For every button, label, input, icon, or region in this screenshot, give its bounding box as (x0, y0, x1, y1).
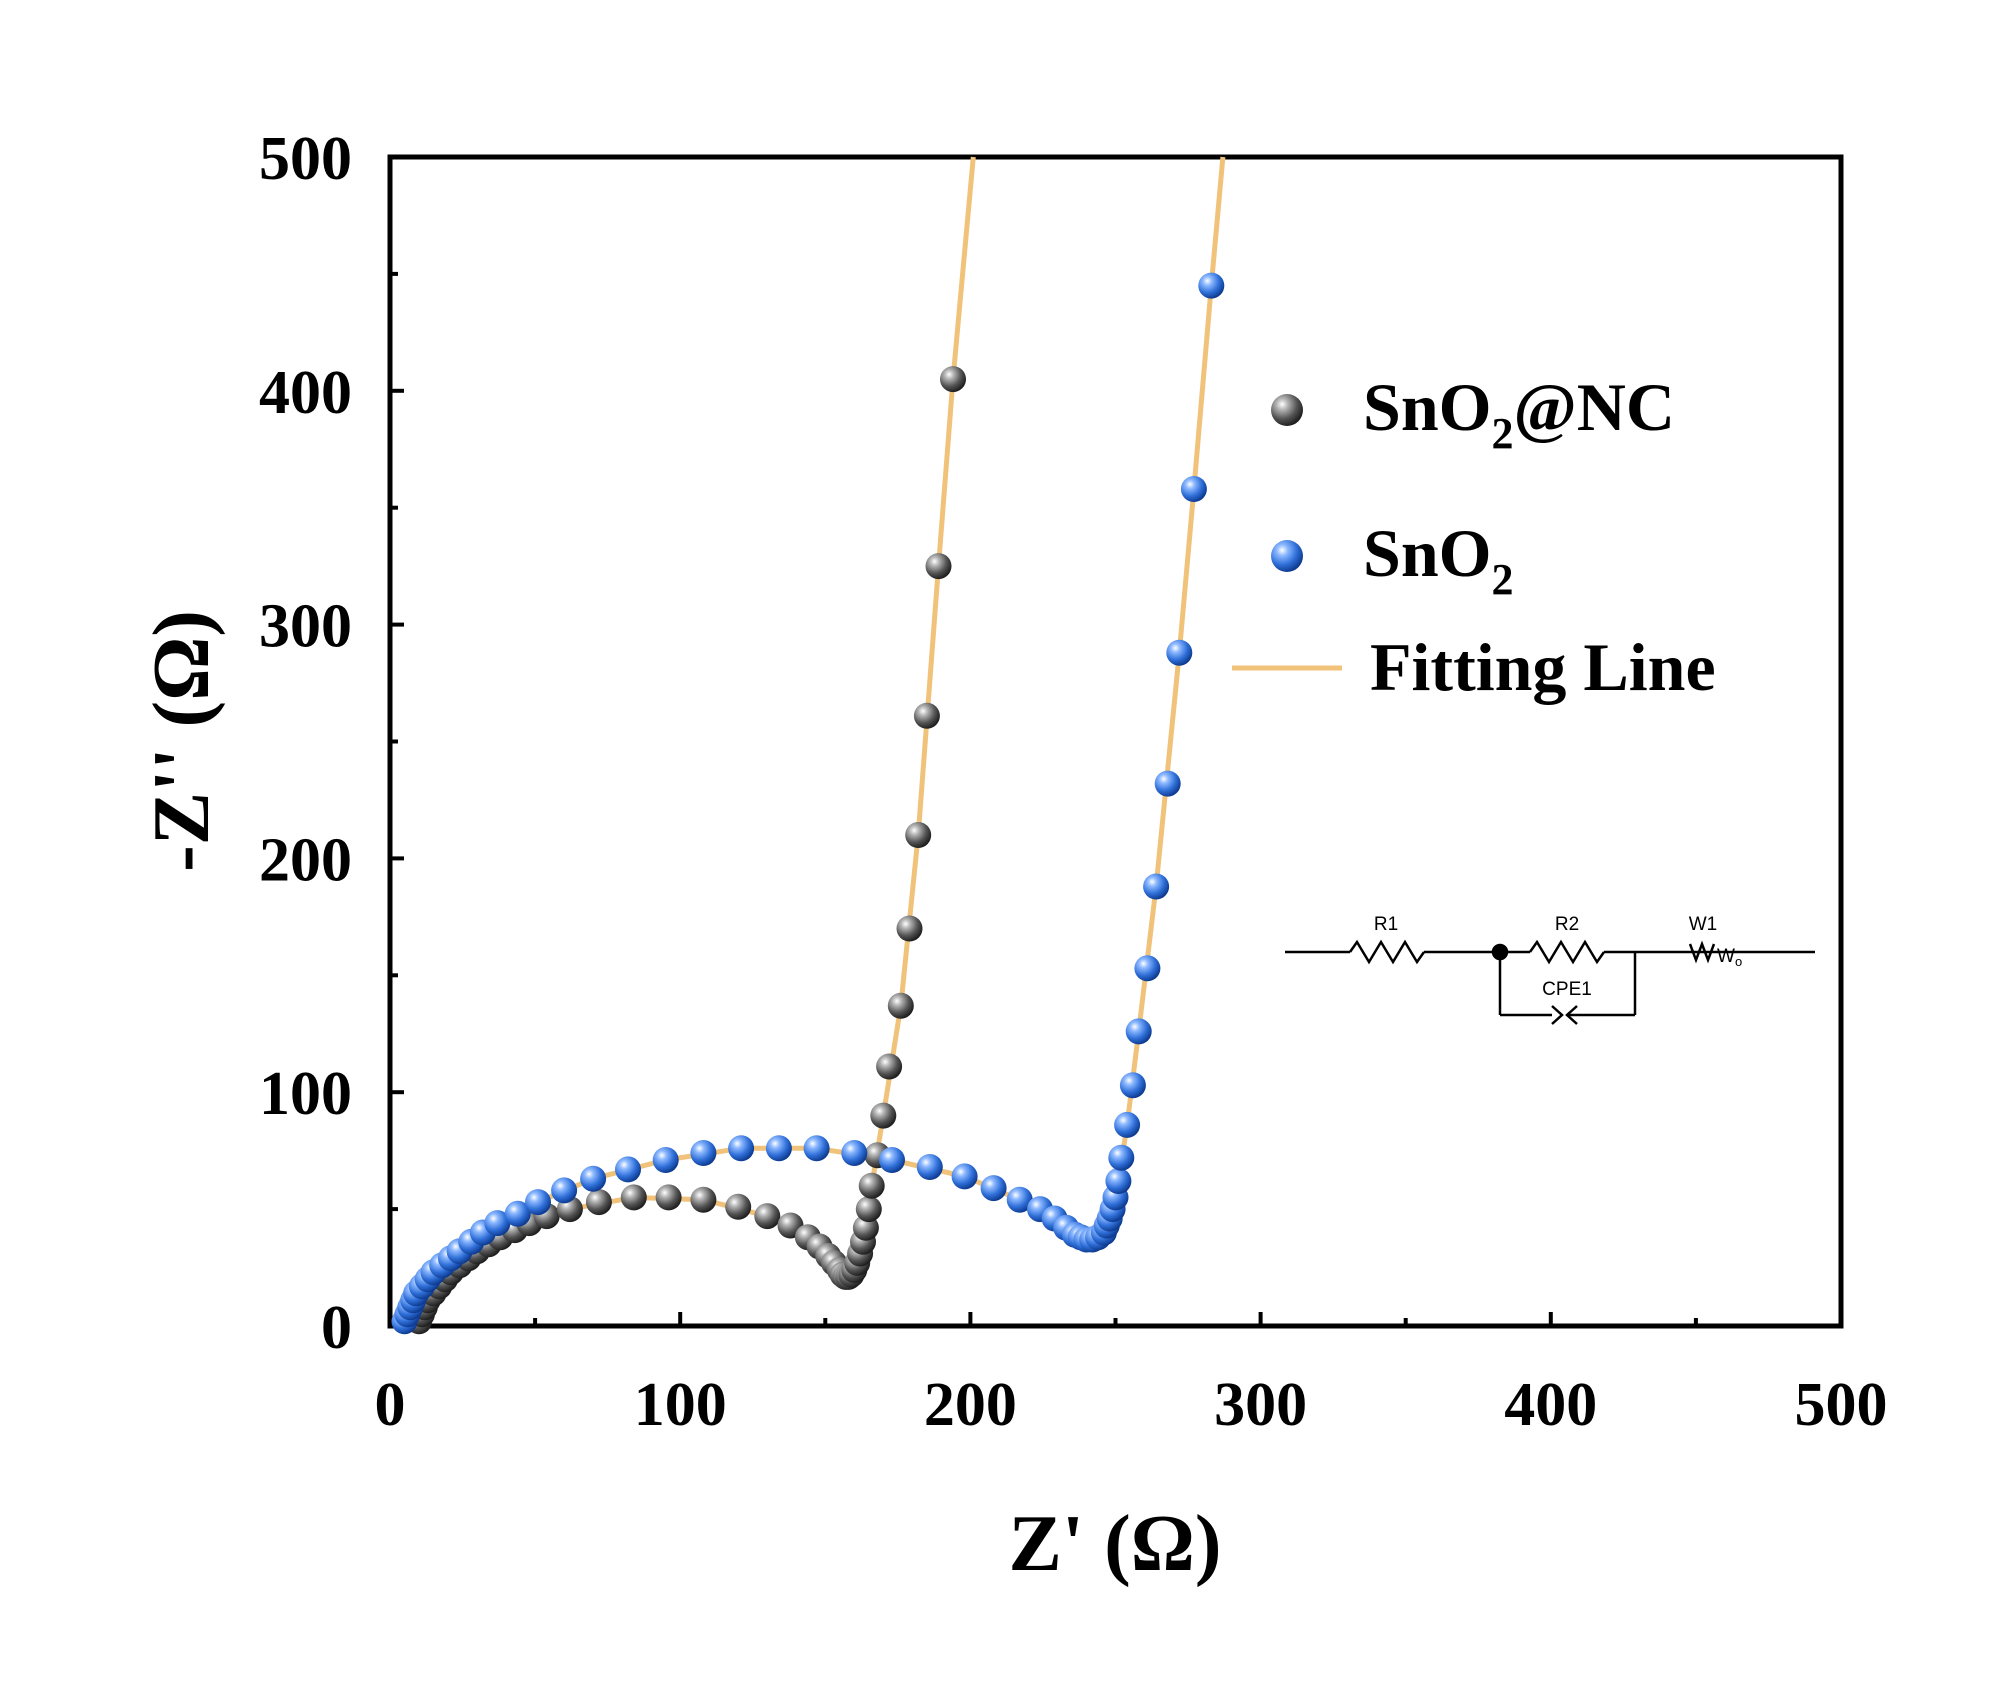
warburg-w1 (1688, 940, 1716, 964)
legend-label-sno2: SnO2 (1363, 515, 1514, 604)
data-point-sno2 (551, 1177, 578, 1204)
data-point-sno2-nc (870, 1102, 897, 1129)
circuit-label-r1: R1 (1374, 914, 1398, 935)
data-point-sno2-nc (913, 702, 940, 729)
data-point-sno2 (1114, 1111, 1141, 1138)
resistor-r2 (1528, 939, 1606, 965)
y-tick-label: 300 (259, 593, 352, 661)
data-point-sno2 (1180, 476, 1207, 502)
data-point-sno2-nc (754, 1203, 781, 1230)
y-tick-label: 200 (259, 826, 352, 894)
data-point-sno2 (841, 1140, 868, 1166)
y-tick-label: 0 (321, 1294, 352, 1362)
data-point-sno2 (916, 1154, 943, 1180)
data-point-sno2 (484, 1210, 511, 1237)
data-point-sno2 (690, 1140, 717, 1166)
data-point-sno2 (879, 1147, 905, 1173)
data-point-sno2-nc (725, 1193, 752, 1220)
data-point-sno2-nc (887, 992, 914, 1019)
data-point-sno2 (580, 1165, 607, 1192)
legend-marker-sno2 (1271, 540, 1303, 572)
data-point-sno2-nc (896, 915, 923, 942)
data-point-sno2 (525, 1189, 551, 1216)
data-point-sno2-nc (585, 1189, 612, 1216)
y-axis-title: -Z'' (Ω) (138, 610, 226, 872)
data-point-sno2 (803, 1135, 830, 1162)
data-point-sno2-nc (876, 1053, 903, 1080)
data-point-sno2 (951, 1163, 978, 1190)
data-points (391, 272, 1225, 1335)
y-tick-label: 100 (259, 1060, 352, 1128)
circuit-label-w-symbol: Wo (1717, 946, 1742, 969)
legend-label-sno2-nc: SnO2@NC (1363, 369, 1675, 458)
x-tick-label: 400 (1504, 1371, 1597, 1439)
data-point-sno2 (1119, 1072, 1146, 1099)
cpe1-symbol (1551, 1005, 1564, 1025)
data-point-sno2 (652, 1147, 679, 1173)
data-point-sno2 (615, 1156, 641, 1183)
data-point-sno2-nc (858, 1172, 885, 1199)
x-tick-label: 0 (375, 1371, 406, 1439)
data-point-sno2-nc (940, 366, 966, 393)
data-point-sno2 (765, 1135, 792, 1162)
x-tick-label: 300 (1214, 1371, 1307, 1439)
data-point-sno2-nc (905, 822, 932, 848)
x-tick-label: 500 (1795, 1371, 1888, 1439)
resistor-r1 (1348, 939, 1426, 965)
data-point-sno2-nc (620, 1184, 647, 1211)
axis-ticks (388, 155, 1843, 1328)
data-point-sno2-nc (925, 553, 952, 580)
x-tick-label: 100 (634, 1371, 727, 1439)
legend-marker-sno2-nc (1271, 394, 1303, 426)
circuit-label-cpe1: CPE1 (1542, 979, 1592, 1000)
data-point-sno2-nc (690, 1186, 717, 1213)
data-point-sno2 (1198, 272, 1225, 299)
legend-label-fitting-line: Fitting Line (1370, 629, 1716, 705)
data-point-sno2-nc (655, 1184, 682, 1211)
x-tick-labels: 0 100 200 300 400 500 (375, 1371, 1888, 1439)
data-point-sno2 (1166, 639, 1193, 666)
data-point-sno2 (1105, 1168, 1132, 1194)
data-point-sno2 (1108, 1144, 1135, 1171)
legend: SnO2@NC SnO2 Fitting Line (1232, 369, 1716, 705)
y-tick-label: 500 (259, 125, 352, 193)
data-point-sno2-nc (855, 1196, 882, 1223)
data-point-sno2 (1154, 770, 1181, 797)
data-point-sno2 (1125, 1018, 1152, 1045)
data-point-sno2 (504, 1200, 531, 1227)
equivalent-circuit-inset (1285, 939, 1815, 1025)
data-point-sno2 (1006, 1186, 1033, 1213)
data-point-sno2 (980, 1175, 1007, 1202)
circuit-label-r2: R2 (1555, 914, 1579, 935)
y-tick-labels: 0 100 200 300 400 500 (259, 125, 352, 1362)
data-point-sno2 (728, 1135, 755, 1162)
circuit-label-w1: W1 (1689, 914, 1718, 935)
data-point-sno2 (1143, 873, 1170, 900)
x-axis-title: Z' (Ω) (1009, 1500, 1222, 1588)
y-tick-label: 400 (259, 359, 352, 427)
data-point-sno2 (1134, 955, 1161, 982)
x-tick-label: 200 (924, 1371, 1017, 1439)
